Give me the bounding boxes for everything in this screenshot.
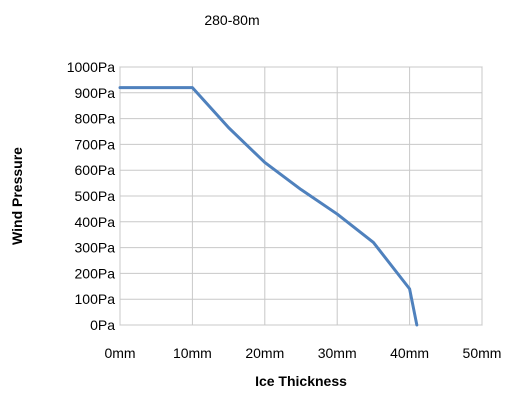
series-layer <box>118 86 419 327</box>
x-tick-label: 30mm <box>318 345 357 361</box>
y-tick-label: 400Pa <box>75 214 116 230</box>
y-tick-label: 0Pa <box>90 317 115 333</box>
y-axis-title: Wind Pressure <box>9 147 25 245</box>
y-tick-label: 100Pa <box>75 291 116 307</box>
series-line <box>118 86 419 327</box>
x-tick-label: 20mm <box>245 345 284 361</box>
x-axis-title: Ice Thickness <box>255 373 347 389</box>
x-tick-label: 50mm <box>463 345 502 361</box>
y-axis-ticks: 0Pa 100Pa 200Pa 300Pa 400Pa 500Pa 600Pa 700Pa 80… <box>67 59 115 333</box>
chart-title: 280-80m <box>204 12 259 28</box>
y-tick-label: 300Pa <box>75 240 116 256</box>
y-tick-label: 1000Pa <box>67 59 115 75</box>
grid-layer <box>119 66 483 326</box>
y-tick-label: 200Pa <box>75 265 116 281</box>
y-tick-label: 700Pa <box>75 136 116 152</box>
y-tick-label: 500Pa <box>75 188 116 204</box>
x-tick-label: 40mm <box>390 345 429 361</box>
y-tick-label: 600Pa <box>75 162 116 178</box>
x-axis-ticks: 0mm 10mm 20mm 30mm 40mm 50mm <box>104 345 501 361</box>
y-tick-label: 800Pa <box>75 111 116 127</box>
y-tick-label: 900Pa <box>75 85 116 101</box>
x-tick-label: 10mm <box>173 345 212 361</box>
x-tick-label: 0mm <box>104 345 135 361</box>
